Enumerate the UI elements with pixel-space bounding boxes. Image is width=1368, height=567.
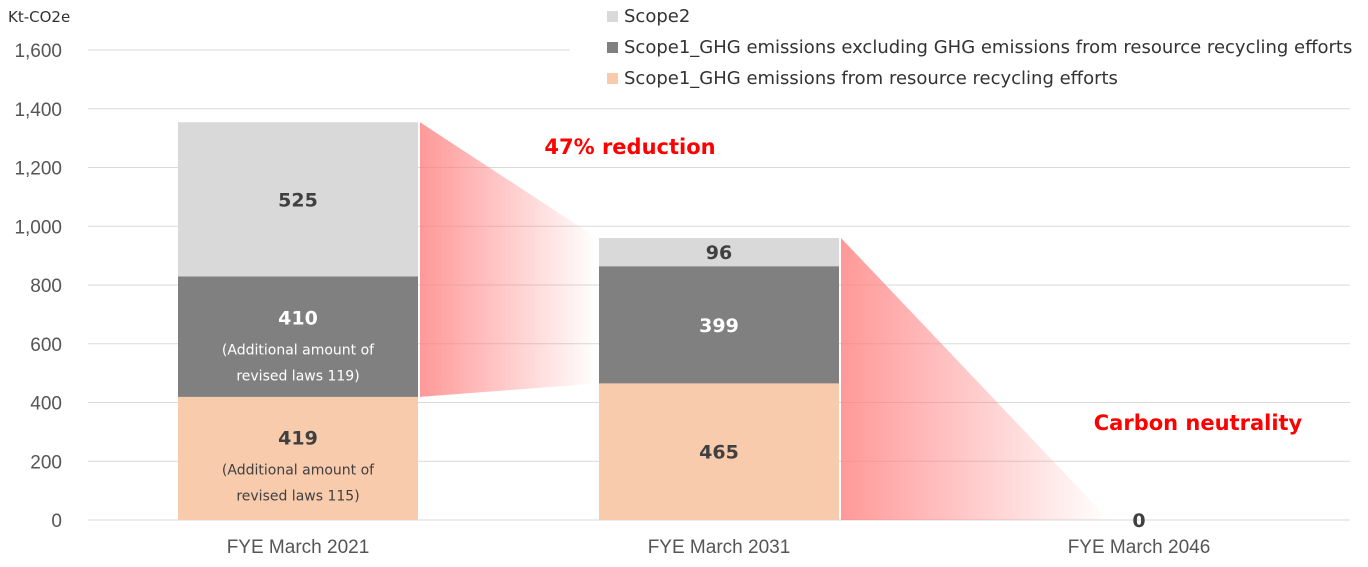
annotation-text: 47% reduction [544, 135, 715, 159]
y-tick-label: 1,600 [14, 41, 62, 62]
y-tick-label: 400 [30, 394, 62, 415]
segment-note: (Additional amount of [222, 343, 375, 359]
reduction-arrows [420, 122, 1109, 520]
y-tick-label: 1,400 [14, 100, 62, 121]
data-label: 525 [278, 189, 318, 211]
legend-label: Scope2 [624, 6, 690, 27]
data-label: 96 [706, 242, 732, 264]
y-tick-label: 200 [30, 452, 62, 473]
bar-segment [599, 383, 839, 520]
y-tick-label: 1,000 [14, 217, 62, 238]
data-label: 419 [278, 427, 318, 449]
category-label: FYE March 2031 [648, 537, 791, 558]
bars [178, 122, 839, 520]
reduction-arrow [420, 122, 597, 397]
data-label: 410 [278, 308, 318, 330]
legend-swatch [607, 11, 618, 22]
labels: 419 (Additional amount of revised laws 115… [222, 135, 1303, 558]
y-tick-label: 0 [51, 511, 62, 532]
total-label: 0 [1132, 510, 1145, 532]
category-label: FYE March 2046 [1068, 537, 1211, 558]
segment-note: (Additional amount of [222, 462, 375, 478]
legend-label: Scope1_GHG emissions excluding GHG emiss… [624, 37, 1352, 58]
bar-segment [599, 266, 839, 384]
legend-swatch [607, 42, 618, 53]
legend-swatch [607, 73, 618, 84]
y-tick-label: 1,200 [14, 159, 62, 180]
legend-label: Scope1_GHG emissions from resource recyc… [624, 68, 1118, 89]
legend: Scope2 Scope1_GHG emissions excluding GHG… [607, 6, 1352, 89]
unit-label: Kt-CO2e [8, 8, 70, 26]
reduction-arrow [841, 238, 1109, 520]
segment-note: revised laws 115) [236, 488, 359, 504]
segment-note: revised laws 119) [236, 369, 359, 385]
bar-segment [178, 122, 418, 277]
bar-segment [178, 396, 418, 520]
bar-segment [599, 238, 839, 267]
data-label: 399 [699, 315, 739, 337]
data-label: 465 [699, 442, 739, 464]
y-tick-label: 800 [30, 276, 62, 297]
y-tick-label: 600 [30, 335, 62, 356]
bar-segment [178, 276, 418, 397]
annotation-text: Carbon neutrality [1094, 411, 1303, 435]
category-label: FYE March 2021 [227, 537, 370, 558]
